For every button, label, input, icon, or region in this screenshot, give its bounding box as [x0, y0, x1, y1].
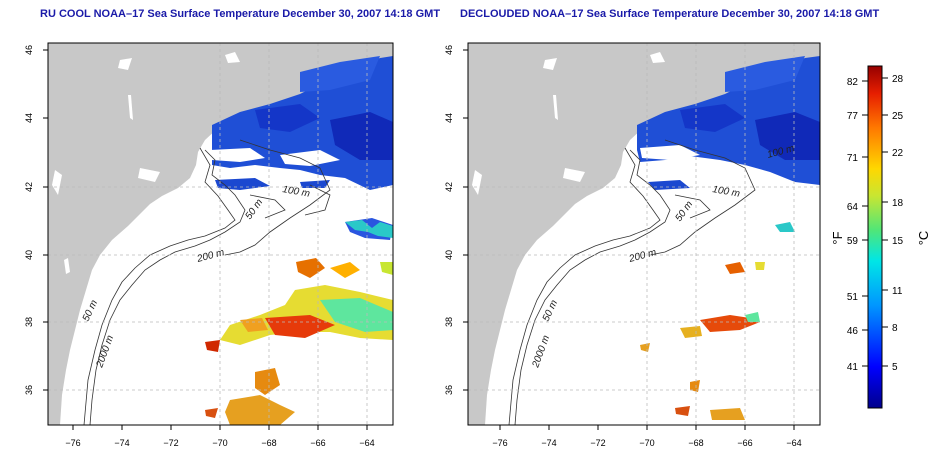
- temperature-colorbar: 82 77 71 64 59 51 46 41 28 25 22 18 15 1…: [830, 65, 931, 409]
- land-mass: [48, 43, 393, 425]
- lat-tick-label: 38: [444, 317, 454, 327]
- contour-label: 100 m: [281, 184, 310, 200]
- celsius-axis-label: °C: [916, 231, 931, 246]
- lon-tick-label: −70: [212, 438, 227, 448]
- lat-tick-label: 44: [444, 113, 454, 123]
- fahrenheit-tick: 51: [847, 292, 859, 303]
- fahrenheit-tick: 71: [847, 153, 859, 164]
- land-mass: [468, 43, 820, 425]
- lon-tick-label: −70: [639, 438, 654, 448]
- celsius-tick: 11: [892, 286, 903, 297]
- fahrenheit-tick: 41: [847, 362, 859, 373]
- celsius-tick: 18: [892, 198, 904, 209]
- contour-label: 100 m: [711, 184, 740, 200]
- depth-contours: [508, 139, 756, 425]
- lon-tick-label: −64: [786, 438, 801, 448]
- celsius-tick: 25: [892, 111, 904, 122]
- right-map-frame: [467, 42, 821, 426]
- celsius-tick: 5: [892, 362, 898, 373]
- fahrenheit-tick: 82: [847, 77, 859, 88]
- fahrenheit-tick: 64: [847, 202, 859, 213]
- lon-tick-label: −76: [492, 438, 507, 448]
- lon-tick-label: −74: [541, 438, 556, 448]
- grid-lines: [468, 43, 820, 425]
- lon-tick-label: −72: [590, 438, 605, 448]
- celsius-tick: 8: [892, 323, 898, 334]
- fahrenheit-tick: 77: [847, 111, 859, 122]
- lat-tick-label: 40: [444, 250, 454, 260]
- colorbar-gradient: [867, 65, 883, 409]
- lon-tick-label: −66: [737, 438, 752, 448]
- lon-tick-label: −68: [688, 438, 703, 448]
- lon-tick-label: −74: [114, 438, 129, 448]
- lon-tick-label: −72: [163, 438, 178, 448]
- lon-tick-label: −64: [359, 438, 374, 448]
- left-map-title: RU COOL NOAA–17 Sea Surface Temperature …: [40, 8, 441, 20]
- lon-tick-label: −76: [65, 438, 80, 448]
- lat-tick-label: 44: [24, 113, 34, 123]
- celsius-tick: 28: [892, 74, 904, 85]
- lat-tick-label: 40: [24, 250, 34, 260]
- grid-lines: [48, 43, 393, 425]
- sst-warm-region: [205, 220, 393, 425]
- celsius-tick: 15: [892, 236, 904, 247]
- right-map-area: 100 m 100 m 50 m 200 m 50 m 2000 m: [468, 43, 820, 425]
- fahrenheit-axis-label: °F: [830, 231, 845, 244]
- lat-tick-label: 36: [444, 385, 454, 395]
- depth-contours: [83, 139, 331, 425]
- lat-tick-label: 46: [444, 45, 454, 55]
- lat-tick-label: 42: [444, 182, 454, 192]
- lat-tick-label: 38: [24, 317, 34, 327]
- lat-tick-label: 36: [24, 385, 34, 395]
- fahrenheit-tick: 59: [847, 236, 859, 247]
- fahrenheit-tick: 46: [847, 326, 859, 337]
- lat-tick-label: 46: [24, 45, 34, 55]
- celsius-tick: 22: [892, 148, 904, 159]
- left-map-area: 100 m 50 m 200 m 50 m 2000 m: [48, 43, 393, 425]
- right-map-title: DECLOUDED NOAA–17 Sea Surface Temperatur…: [460, 8, 880, 20]
- lat-tick-label: 42: [24, 182, 34, 192]
- lon-tick-label: −66: [310, 438, 325, 448]
- lon-tick-label: −68: [261, 438, 276, 448]
